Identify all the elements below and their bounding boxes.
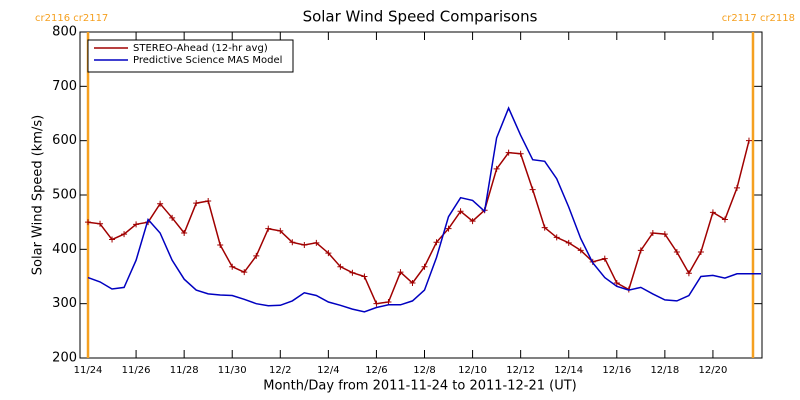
point-marker bbox=[301, 241, 308, 248]
point-marker bbox=[97, 220, 104, 227]
boundary-label: cr2116 cr2117 bbox=[35, 13, 108, 24]
y-axis-label: Solar Wind Speed (km/s) bbox=[31, 115, 46, 275]
point-marker bbox=[373, 300, 380, 307]
point-marker bbox=[745, 137, 752, 144]
point-marker bbox=[409, 280, 416, 287]
point-marker bbox=[661, 231, 668, 238]
boundary-label: cr2117 cr2118 bbox=[722, 13, 795, 24]
point-marker bbox=[553, 234, 560, 241]
point-marker bbox=[421, 263, 428, 270]
point-marker bbox=[337, 263, 344, 270]
x-tick-label: 11/24 bbox=[74, 365, 103, 376]
point-marker bbox=[733, 184, 740, 191]
point-marker bbox=[457, 208, 464, 215]
point-marker bbox=[493, 165, 500, 172]
point-marker bbox=[205, 197, 212, 204]
point-marker bbox=[265, 225, 272, 232]
legend-box bbox=[87, 39, 294, 73]
point-marker bbox=[229, 263, 236, 270]
point-marker bbox=[133, 221, 140, 228]
point-marker bbox=[217, 241, 224, 248]
point-marker bbox=[121, 231, 128, 238]
point-marker bbox=[613, 280, 620, 287]
point-marker bbox=[277, 227, 284, 234]
point-marker bbox=[433, 239, 440, 246]
legend-label: Predictive Science MAS Model bbox=[133, 55, 282, 66]
y-tick-label: 300 bbox=[52, 296, 77, 311]
point-marker bbox=[469, 218, 476, 225]
point-marker bbox=[289, 239, 296, 246]
chart-title: Solar Wind Speed Comparisons bbox=[303, 8, 538, 26]
x-tick-label: 12/10 bbox=[458, 365, 487, 376]
point-marker bbox=[85, 219, 92, 226]
point-marker bbox=[649, 230, 656, 237]
point-marker bbox=[505, 149, 512, 156]
point-marker bbox=[697, 249, 704, 256]
x-tick-label: 11/30 bbox=[218, 365, 247, 376]
point-marker bbox=[349, 269, 356, 276]
point-marker bbox=[685, 270, 692, 277]
point-marker bbox=[637, 247, 644, 254]
x-tick-label: 12/14 bbox=[554, 365, 583, 376]
point-marker bbox=[601, 255, 608, 262]
x-tick-label: 12/16 bbox=[602, 365, 631, 376]
point-marker bbox=[169, 214, 176, 221]
point-marker bbox=[385, 299, 392, 306]
plot-frame bbox=[79, 31, 763, 359]
point-marker bbox=[241, 269, 248, 276]
point-marker bbox=[445, 225, 452, 232]
x-tick-label: 12/4 bbox=[317, 365, 339, 376]
series-line bbox=[87, 106, 761, 313]
y-tick-label: 600 bbox=[52, 133, 77, 148]
point-marker bbox=[109, 236, 116, 243]
x-tick-label: 12/12 bbox=[506, 365, 535, 376]
series-line bbox=[87, 140, 750, 305]
point-marker bbox=[721, 216, 728, 223]
point-marker bbox=[709, 209, 716, 216]
point-marker bbox=[673, 249, 680, 256]
point-marker bbox=[397, 269, 404, 276]
x-tick-label: 12/18 bbox=[650, 365, 679, 376]
legend-label: STEREO-Ahead (12-hr avg) bbox=[133, 43, 268, 54]
y-tick-label: 700 bbox=[52, 79, 77, 94]
x-tick-label: 12/20 bbox=[699, 365, 728, 376]
point-marker bbox=[193, 200, 200, 207]
y-tick-label: 800 bbox=[52, 25, 77, 40]
point-marker bbox=[577, 247, 584, 254]
y-tick-label: 500 bbox=[52, 188, 77, 203]
x-tick-label: 11/28 bbox=[170, 365, 199, 376]
point-marker bbox=[529, 186, 536, 193]
x-tick-label: 12/6 bbox=[365, 365, 387, 376]
point-marker bbox=[157, 200, 164, 207]
x-tick-label: 12/2 bbox=[269, 365, 291, 376]
point-marker bbox=[313, 239, 320, 246]
point-marker bbox=[253, 252, 260, 259]
x-tick-label: 11/26 bbox=[122, 365, 151, 376]
point-marker bbox=[517, 150, 524, 157]
y-tick-label: 200 bbox=[52, 351, 77, 366]
point-marker bbox=[325, 250, 332, 257]
point-marker bbox=[181, 230, 188, 237]
point-marker bbox=[565, 239, 572, 246]
x-axis-label: Month/Day from 2011-11-24 to 2011-12-21 … bbox=[263, 379, 576, 394]
y-tick-label: 400 bbox=[52, 242, 77, 257]
point-marker bbox=[541, 224, 548, 231]
point-marker bbox=[361, 273, 368, 280]
x-tick-label: 12/8 bbox=[413, 365, 435, 376]
